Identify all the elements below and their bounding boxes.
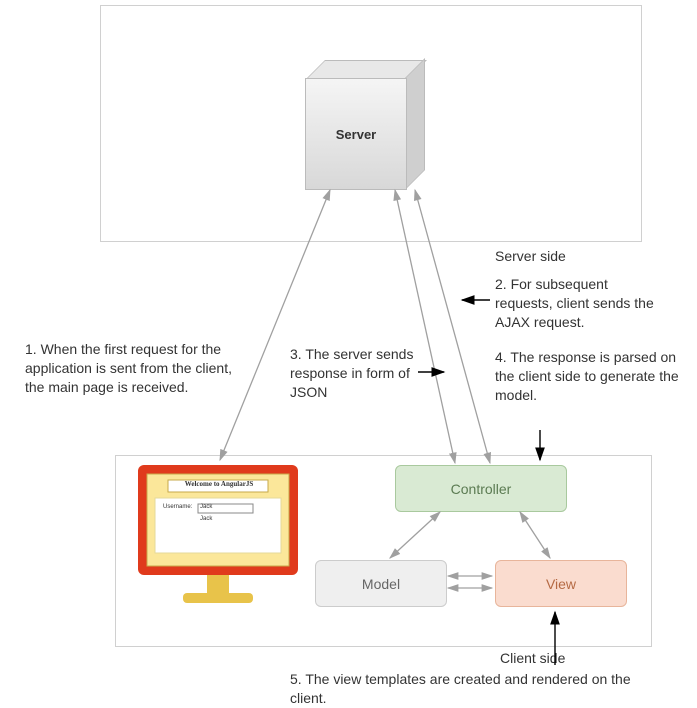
annotation-4: 4. The response is parsed on the client … xyxy=(495,348,680,405)
server-front-face: Server xyxy=(305,78,407,190)
model-node: Model xyxy=(315,560,447,607)
annotation-5: 5. The view templates are created and re… xyxy=(290,670,640,708)
view-node: View xyxy=(495,560,627,607)
monitor-form-value: Jack xyxy=(200,504,212,510)
monitor-echo: Jack xyxy=(200,516,212,522)
monitor-form-label: Username: xyxy=(163,504,192,510)
controller-label: Controller xyxy=(451,481,512,497)
client-side-label: Client side xyxy=(500,650,565,666)
server-label: Server xyxy=(336,127,376,142)
model-label: Model xyxy=(362,576,400,592)
annotation-1: 1. When the first request for the applic… xyxy=(25,340,235,397)
server-side-face xyxy=(405,58,425,190)
view-label: View xyxy=(546,576,576,592)
controller-node: Controller xyxy=(395,465,567,512)
monitor-page-title: Welcome to AngularJS xyxy=(169,480,269,488)
server-side-label: Server side xyxy=(495,248,566,264)
client-monitor: Welcome to AngularJS Username: Jack Jack xyxy=(133,460,303,615)
annotation-2: 2. For subsequent requests, client sends… xyxy=(495,275,665,332)
annotation-3: 3. The server sends response in form of … xyxy=(290,345,420,402)
server-box: Server xyxy=(305,60,425,190)
